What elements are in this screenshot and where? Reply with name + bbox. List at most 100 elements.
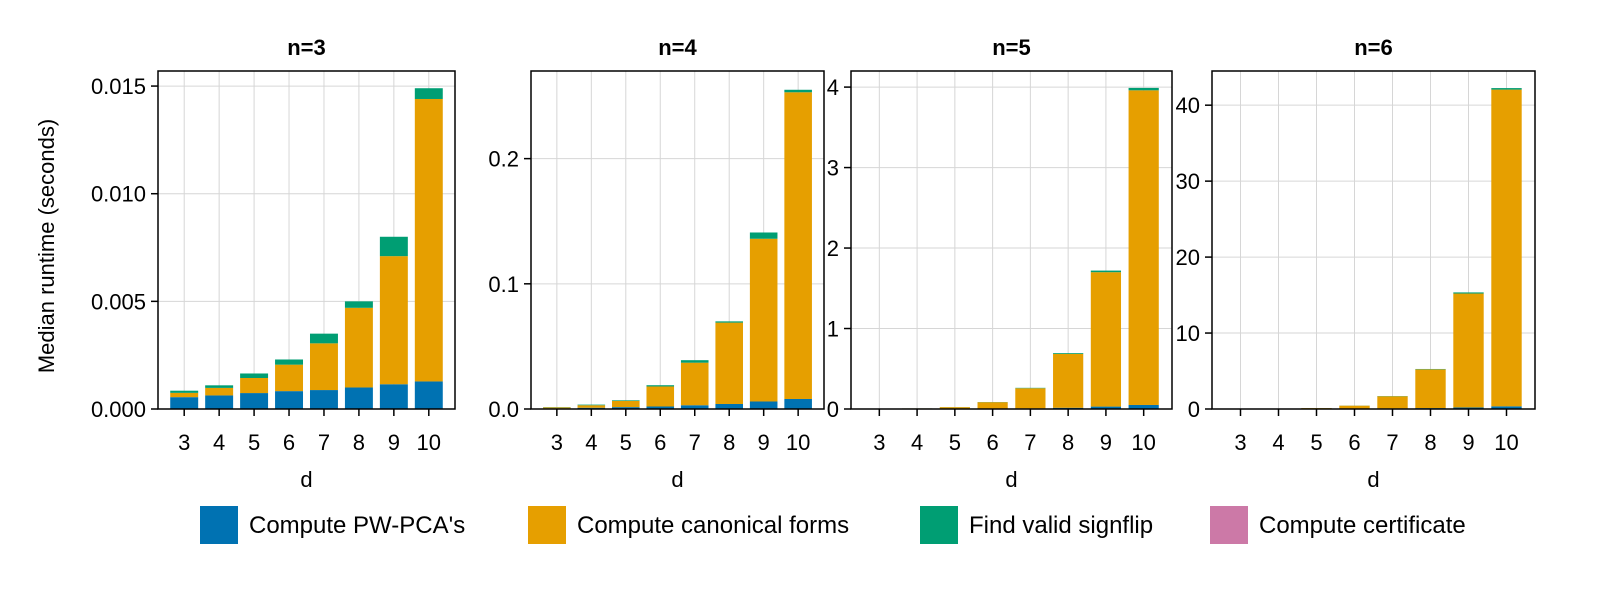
- x-tick-label: 9: [758, 430, 770, 455]
- bar-segment: [275, 365, 303, 391]
- bar-segment: [415, 88, 443, 99]
- bar-segment: [681, 360, 709, 363]
- x-tick-label: 3: [551, 430, 563, 455]
- x-tick-label: 6: [1348, 430, 1360, 455]
- bar-segment: [415, 381, 443, 409]
- legend-item: Find valid signflip: [920, 506, 1153, 544]
- legend-swatch: [528, 506, 566, 544]
- bar-segment: [240, 373, 268, 378]
- bar-segment: [750, 232, 778, 238]
- legend-swatch: [1210, 506, 1248, 544]
- bar-segment: [345, 301, 373, 307]
- bar-segment: [205, 385, 233, 388]
- y-tick-label: 0.015: [91, 74, 146, 99]
- x-tick-label: 6: [283, 430, 295, 455]
- x-tick-label: 5: [248, 430, 260, 455]
- x-tick-label: 7: [318, 430, 330, 455]
- y-tick-label: 0.010: [91, 182, 146, 207]
- bar-segment: [275, 359, 303, 364]
- y-tick-label: 3: [827, 156, 839, 181]
- y-tick-label: 40: [1176, 93, 1200, 118]
- bar-segment: [646, 385, 674, 386]
- y-tick-label: 0: [1188, 397, 1200, 422]
- bar-segment: [1091, 271, 1121, 273]
- x-axis-title: d: [1367, 467, 1379, 492]
- x-axis-title: d: [300, 467, 312, 492]
- bar-segment: [715, 323, 743, 404]
- legend-swatch: [920, 506, 958, 544]
- x-tick-label: 4: [213, 430, 225, 455]
- x-tick-label: 6: [654, 430, 666, 455]
- x-axis-title: d: [671, 467, 683, 492]
- bar-segment: [240, 378, 268, 393]
- bar-segment: [1453, 292, 1483, 293]
- bar-segment: [1453, 294, 1483, 408]
- y-tick-label: 10: [1176, 321, 1200, 346]
- bar-segment: [380, 384, 408, 409]
- bar-segment: [310, 343, 338, 390]
- x-tick-label: 10: [1494, 430, 1518, 455]
- x-tick-label: 7: [689, 430, 701, 455]
- legend: Compute PW-PCA's Compute canonical forms F…: [200, 506, 1466, 544]
- y-tick-label: 0.1: [488, 272, 519, 297]
- bar-segment: [578, 405, 606, 406]
- plot-frame: [1212, 71, 1535, 409]
- plot-frame: [158, 71, 455, 409]
- bar-segment: [784, 90, 812, 93]
- bar-segment: [978, 402, 1008, 408]
- plot-frame: [851, 71, 1172, 409]
- panel-title: n=5: [992, 35, 1031, 60]
- y-tick-label: 1: [827, 317, 839, 342]
- bar-segment: [1015, 388, 1045, 408]
- x-tick-label: 9: [388, 430, 400, 455]
- x-tick-label: 5: [1310, 430, 1322, 455]
- bar-segment: [1129, 88, 1159, 90]
- y-axis-title: Median runtime (seconds): [34, 119, 59, 373]
- bar-segment: [1053, 353, 1083, 354]
- bar-segment: [1377, 396, 1407, 408]
- x-tick-label: 8: [723, 430, 735, 455]
- x-tick-label: 8: [1424, 430, 1436, 455]
- bar-segment: [1491, 90, 1521, 407]
- x-tick-label: 5: [949, 430, 961, 455]
- bar-segment: [715, 321, 743, 322]
- bar-segment: [415, 99, 443, 381]
- x-tick-label: 10: [417, 430, 441, 455]
- bar-segment: [784, 399, 812, 409]
- x-tick-label: 7: [1386, 430, 1398, 455]
- bar-segment: [784, 92, 812, 399]
- bar-segment: [1091, 272, 1121, 406]
- bar-segment: [345, 387, 373, 409]
- y-tick-label: 0.2: [488, 147, 519, 172]
- legend-item: Compute certificate: [1210, 506, 1466, 544]
- panel-title: n=3: [287, 35, 326, 60]
- bar-segment: [310, 334, 338, 344]
- bar-segment: [750, 239, 778, 402]
- legend-item: Compute canonical forms: [528, 506, 849, 544]
- bar-segment: [715, 404, 743, 409]
- x-tick-label: 4: [911, 430, 923, 455]
- legend-label: Compute PW-PCA's: [249, 512, 465, 539]
- y-tick-label: 0.000: [91, 397, 146, 422]
- x-tick-label: 8: [1062, 430, 1074, 455]
- x-tick-label: 3: [178, 430, 190, 455]
- x-tick-label: 10: [1131, 430, 1155, 455]
- bar-segment: [310, 390, 338, 409]
- bar-segment: [170, 393, 198, 397]
- y-tick-label: 20: [1176, 245, 1200, 270]
- bar-segment: [380, 237, 408, 256]
- x-tick-label: 6: [986, 430, 998, 455]
- panel-title: n=4: [658, 35, 697, 60]
- bar-segment: [681, 363, 709, 406]
- legend-label: Find valid signflip: [969, 512, 1153, 539]
- bar-segment: [612, 400, 640, 401]
- x-axis-title: d: [1005, 467, 1017, 492]
- bar-segment: [205, 395, 233, 409]
- bar-segment: [543, 407, 571, 408]
